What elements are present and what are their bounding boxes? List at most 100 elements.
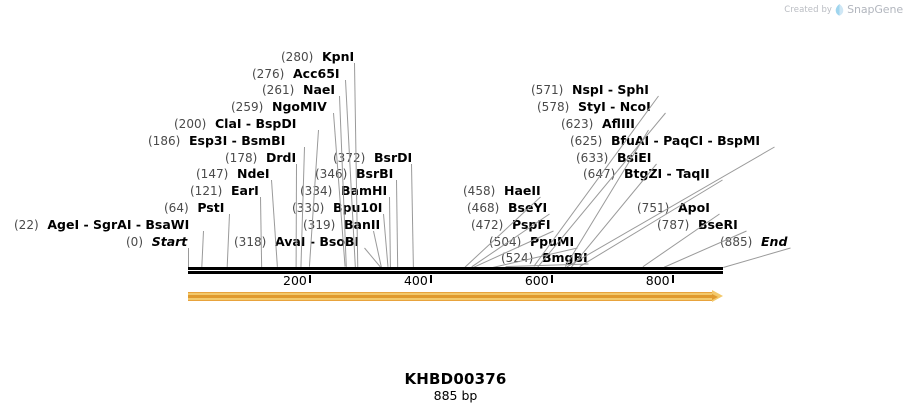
site-position: (64) xyxy=(164,201,189,215)
enzyme-site-label[interactable]: (64) PstI xyxy=(164,200,225,216)
page-title: KHBD00376 xyxy=(404,370,507,388)
enzyme-name: Acc65I xyxy=(293,65,340,81)
enzyme-name: Bpu10I xyxy=(333,200,383,215)
site-leader-line xyxy=(295,163,297,267)
enzyme-name: BsaWI xyxy=(145,216,190,232)
site-position: (578) xyxy=(537,100,570,115)
enzyme-name: HaeII xyxy=(504,183,541,199)
site-position: (0) xyxy=(126,234,143,249)
enzyme-name: BsoBI xyxy=(319,233,360,249)
site-position: (625) xyxy=(570,133,603,148)
ruler-line-top xyxy=(188,267,723,270)
enzyme-name: End xyxy=(761,233,788,249)
site-position: (121) xyxy=(190,184,223,199)
enzyme-site-label[interactable]: (623) AflIII xyxy=(561,117,635,132)
site-leader-line xyxy=(271,180,278,268)
name-separator: - xyxy=(703,132,718,148)
enzyme-site-label[interactable]: (22) AgeI - SgrAI - BsaWI xyxy=(14,216,190,232)
enzyme-site-label[interactable]: (200) ClaI - BspDI xyxy=(174,116,297,132)
enzyme-name: PstI xyxy=(197,200,225,215)
site-leader-line xyxy=(396,180,399,267)
name-separator: - xyxy=(227,132,242,148)
sequence-feature-arrow[interactable] xyxy=(188,290,723,305)
enzyme-site-label[interactable]: (334) BamHI xyxy=(300,183,388,199)
enzyme-site-label[interactable]: (625) BfuAI - PaqCI - BspMI xyxy=(570,132,760,148)
site-position: (259) xyxy=(231,100,264,115)
site-position: (147) xyxy=(196,167,229,182)
site-position: (280) xyxy=(281,49,314,64)
enzyme-name: BtgZI xyxy=(624,166,663,182)
site-leader-line xyxy=(383,213,389,268)
snapgene-leaf-icon xyxy=(835,3,844,16)
axis-tick-mark xyxy=(671,275,674,283)
enzyme-site-label[interactable]: (330) Bpu10I xyxy=(292,200,383,216)
site-position: (885) xyxy=(720,234,753,249)
enzyme-name: TaqII xyxy=(676,166,710,182)
site-position: (751) xyxy=(637,201,670,215)
enzyme-site-label[interactable]: (346) BsrBI xyxy=(315,167,393,182)
name-separator: - xyxy=(649,132,664,148)
enzyme-site-label[interactable]: (147) NdeI xyxy=(196,166,270,182)
enzyme-site-label[interactable]: (261) NaeI xyxy=(262,83,335,98)
axis-tick-mark xyxy=(308,275,311,283)
enzyme-name: BsrDI xyxy=(374,149,413,165)
enzyme-site-label[interactable]: (578) StyI - NcoI xyxy=(537,99,651,115)
site-position: (178) xyxy=(225,150,258,165)
name-separator: - xyxy=(605,99,620,115)
site-position: (334) xyxy=(300,184,333,199)
name-separator: - xyxy=(241,116,256,131)
enzyme-site-label[interactable]: (318) AvaI - BsoBI xyxy=(234,233,360,249)
enzyme-site-label[interactable]: (458) HaeII xyxy=(463,183,541,199)
enzyme-site-label[interactable]: (0) Start xyxy=(126,233,188,249)
enzyme-site-label[interactable]: (787) BseRI xyxy=(657,217,738,232)
enzyme-site-label[interactable]: (186) Esp3I - BsmBI xyxy=(148,132,285,148)
site-position: (787) xyxy=(657,217,690,232)
site-leader-line xyxy=(723,247,791,268)
site-position: (472) xyxy=(471,217,504,232)
watermark-prefix: Created by xyxy=(784,4,833,15)
enzyme-name: Start xyxy=(151,233,188,249)
ruler-line-bottom xyxy=(188,271,723,274)
site-position: (319) xyxy=(303,217,336,232)
enzyme-name: NdeI xyxy=(237,166,270,182)
enzyme-name: NgoMIV xyxy=(272,99,327,115)
site-position: (571) xyxy=(531,83,564,98)
site-position: (22) xyxy=(14,217,39,232)
enzyme-name: DrdI xyxy=(266,149,297,165)
enzyme-site-label[interactable]: (121) EarI xyxy=(190,184,259,199)
enzyme-name: BamHI xyxy=(341,183,388,199)
axis-tick-label: 200 xyxy=(283,273,307,288)
site-position: (633) xyxy=(576,150,609,165)
enzyme-site-label[interactable]: (571) NspI - SphI xyxy=(531,82,649,98)
enzyme-name: StyI xyxy=(578,99,606,115)
site-position: (261) xyxy=(262,83,295,98)
enzyme-site-label[interactable]: (372) BsrDI xyxy=(333,149,413,165)
name-separator: - xyxy=(79,216,94,232)
enzyme-name: SgrAI xyxy=(93,216,132,232)
enzyme-name: PaqCI xyxy=(663,132,704,148)
site-position: (318) xyxy=(234,234,267,249)
site-position: (186) xyxy=(148,133,181,148)
site-position: (468) xyxy=(467,201,500,215)
enzyme-site-label[interactable]: (178) DrdI xyxy=(225,149,297,165)
snapgene-watermark: Created by SnapGene xyxy=(784,3,903,16)
axis-tick-mark xyxy=(550,275,553,283)
enzyme-name: AvaI xyxy=(275,233,306,249)
enzyme-name: Esp3I xyxy=(189,132,228,148)
enzyme-site-label[interactable]: (280) KpnI xyxy=(281,49,354,64)
site-leader-line xyxy=(201,230,204,268)
name-separator: - xyxy=(305,233,320,249)
enzyme-site-label[interactable]: (276) Acc65I xyxy=(252,65,340,81)
enzyme-name: BspDI xyxy=(255,116,297,131)
axis-tick-label: 400 xyxy=(403,273,428,288)
site-leader-line xyxy=(411,163,414,267)
enzyme-site-label[interactable]: (647) BtgZI - TaqII xyxy=(583,166,710,182)
name-separator: - xyxy=(131,216,146,232)
site-leader-line xyxy=(188,247,189,267)
enzyme-name: ClaI xyxy=(215,116,242,131)
name-separator: - xyxy=(603,82,618,98)
site-position: (458) xyxy=(463,184,496,199)
enzyme-site-label[interactable]: (259) NgoMIV xyxy=(231,99,327,115)
watermark-brand: SnapGene xyxy=(847,3,903,16)
enzyme-site-label[interactable]: (468) BseYI xyxy=(467,201,547,216)
